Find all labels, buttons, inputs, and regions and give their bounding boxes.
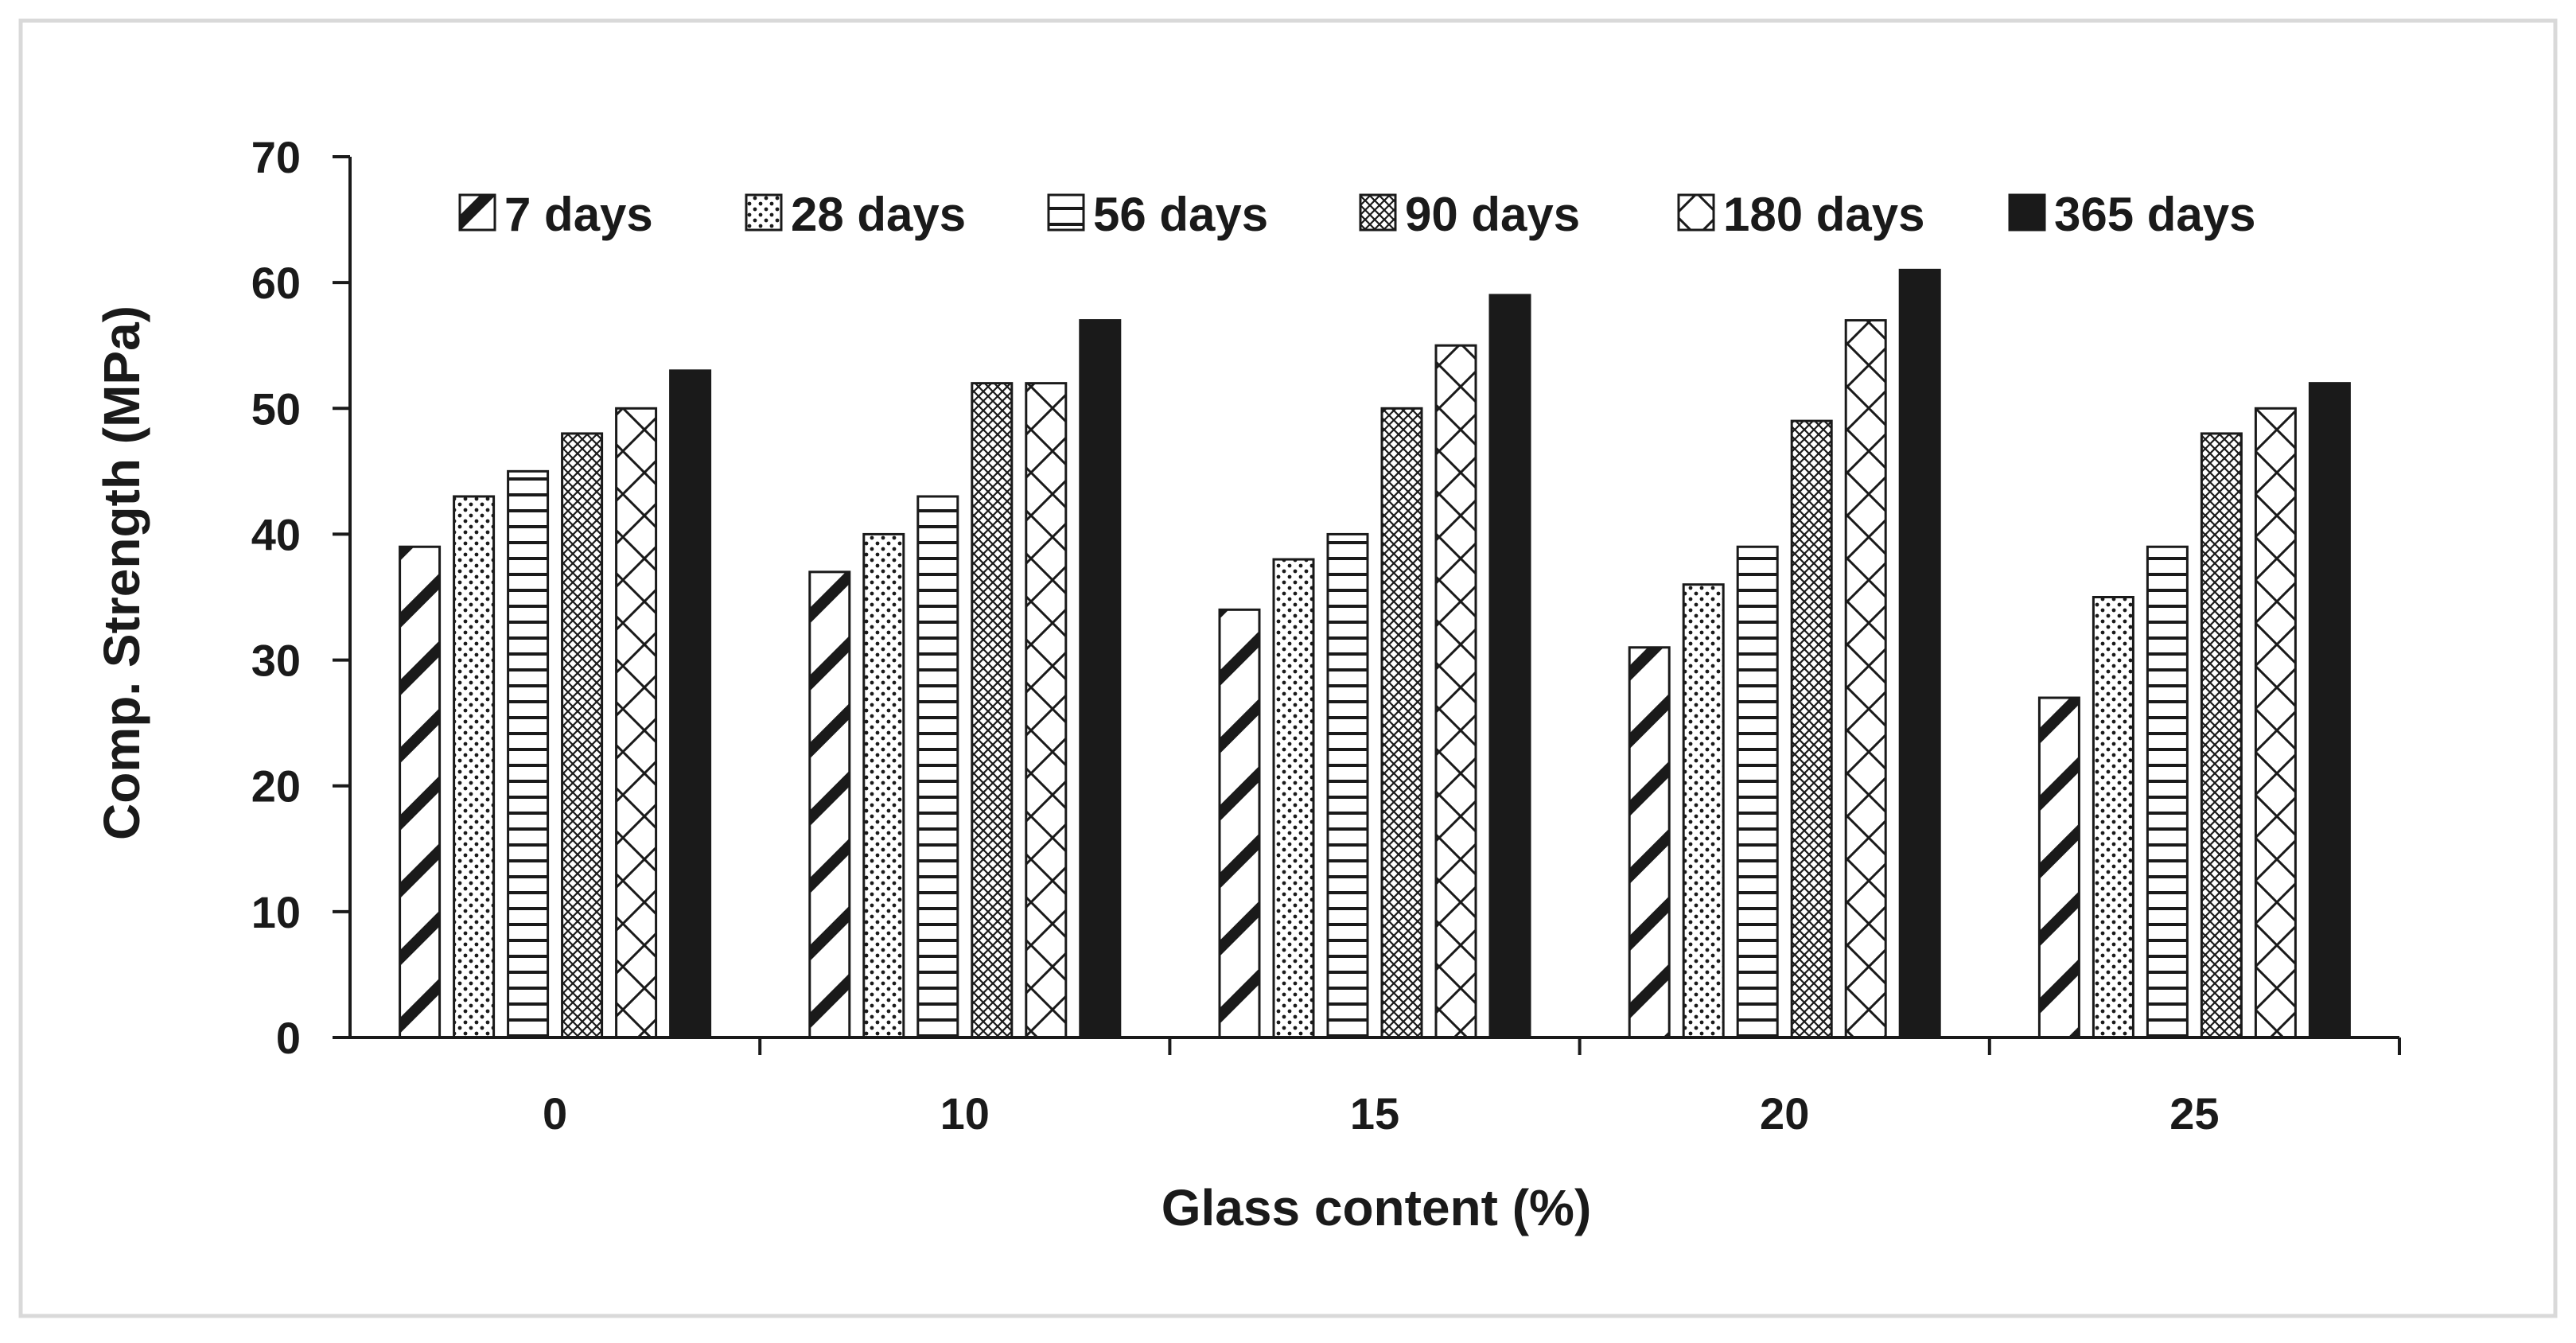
bar	[2200, 432, 2243, 1039]
legend-swatch	[458, 193, 496, 232]
bar	[1682, 583, 1725, 1039]
bar	[1628, 646, 1671, 1039]
bar	[507, 469, 550, 1039]
bar	[1380, 407, 1423, 1039]
y-tick-label: 40	[251, 509, 301, 559]
bar	[2092, 596, 2134, 1039]
x-tick-label: 25	[2169, 1088, 2219, 1139]
x-tick-label: 15	[1350, 1088, 1399, 1139]
legend-label: 180 days	[1723, 188, 1925, 241]
legend-swatch	[1359, 193, 1397, 232]
bar	[916, 495, 959, 1039]
x-tick-label: 0	[543, 1088, 567, 1139]
y-tick-label: 60	[251, 258, 301, 308]
y-tick-label: 50	[251, 383, 301, 434]
bar	[1844, 319, 1887, 1039]
x-tick-label: 10	[940, 1088, 990, 1139]
bar	[399, 545, 442, 1039]
bar	[1025, 382, 1068, 1039]
legend-label: 28 days	[791, 188, 966, 241]
bar	[561, 432, 604, 1039]
bar	[453, 495, 496, 1039]
legend-label: 90 days	[1405, 188, 1580, 241]
legend-label: 365 days	[2054, 188, 2256, 241]
y-tick-label: 0	[276, 1013, 301, 1063]
legend-swatch	[2008, 193, 2046, 232]
y-tick-label: 10	[251, 887, 301, 937]
x-tick-label: 20	[1760, 1088, 1809, 1139]
bar	[1790, 419, 1833, 1039]
bar	[808, 570, 851, 1039]
y-tick-label: 30	[251, 636, 301, 686]
legend-label: 56 days	[1093, 188, 1268, 241]
bar	[1326, 532, 1369, 1039]
bar	[615, 407, 658, 1039]
legend-label: 7 days	[504, 188, 653, 241]
y-tick-label: 70	[251, 132, 301, 182]
bar	[1218, 608, 1261, 1039]
y-axis-title: Comp. Strength (MPa)	[93, 306, 150, 840]
bar	[862, 532, 905, 1039]
bar	[1898, 268, 1941, 1039]
bar	[1272, 558, 1315, 1039]
bar	[2254, 407, 2297, 1039]
bar	[1079, 319, 1122, 1039]
legend: 7 days 28 days 56 days 90 days 180 days 365 d…	[458, 188, 2256, 241]
bar	[2146, 545, 2189, 1039]
legend-swatch	[1677, 193, 1715, 232]
legend-swatch	[745, 193, 783, 232]
bar	[971, 382, 1014, 1039]
bar	[1488, 294, 1531, 1039]
bar	[669, 369, 712, 1039]
bar	[2308, 382, 2351, 1039]
x-axis-title: Glass content (%)	[1162, 1179, 1592, 1236]
bar	[1736, 545, 1779, 1039]
bar	[2037, 696, 2080, 1039]
bar	[1434, 344, 1477, 1039]
y-tick-label: 20	[251, 761, 301, 812]
legend-swatch	[1047, 193, 1085, 232]
